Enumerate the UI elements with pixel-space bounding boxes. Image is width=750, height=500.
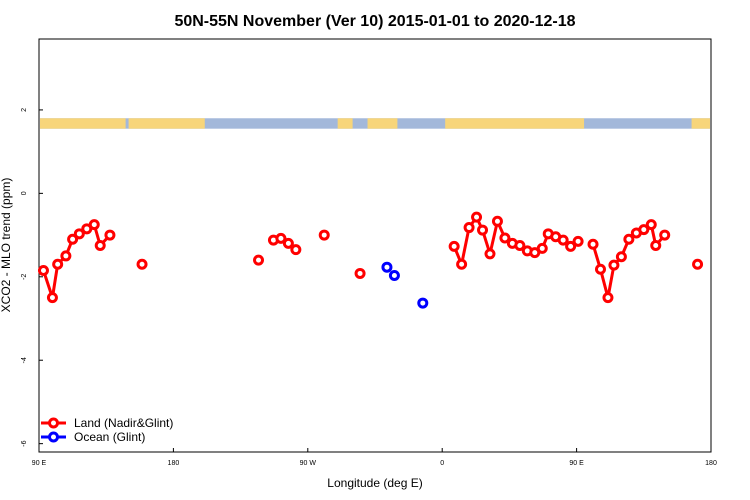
data-point: [52, 258, 64, 270]
series-ocean: [381, 261, 429, 309]
legend-land-label: Land (Nadir&Glint): [74, 416, 173, 430]
x-axis: 90 E 180 90 W 0 90 E 180: [32, 448, 717, 467]
data-point: [536, 242, 548, 254]
legend-ocean-marker: [48, 431, 59, 443]
series-land: [37, 211, 704, 304]
x-tick-label: 180: [705, 460, 717, 467]
data-point: [253, 254, 265, 266]
land-mask-band: [40, 118, 710, 129]
data-point: [638, 224, 650, 236]
plot-frame: [38, 38, 712, 453]
land-band-segment: [40, 118, 126, 129]
data-point: [94, 240, 106, 251]
data-point: [275, 232, 287, 244]
x-tick-label: 180: [168, 460, 180, 467]
legend: Land (Nadir&Glint) Ocean (Glint): [41, 416, 173, 444]
data-point: [514, 240, 526, 251]
data-point: [484, 248, 496, 260]
data-point: [73, 228, 85, 240]
data-point: [104, 229, 116, 241]
data-point: [381, 261, 393, 273]
land-band-segment: [445, 118, 585, 129]
y-tick-label: -6: [21, 440, 28, 446]
land-band-segment: [337, 118, 353, 129]
legend-land-marker: [48, 417, 59, 429]
x-tick-label: 90 E: [569, 460, 584, 467]
data-point: [659, 229, 671, 241]
data-point: [471, 211, 483, 223]
x-tick-label: 90 W: [300, 460, 317, 467]
data-point: [354, 267, 366, 279]
x-tick-label: 0: [440, 460, 444, 467]
data-point: [587, 238, 599, 250]
x-tick-label: 90 E: [32, 460, 47, 467]
land-band-segment: [367, 118, 398, 129]
data-point: [602, 292, 614, 304]
x-axis-label: Longitude (deg E): [327, 476, 422, 490]
data-point: [46, 292, 58, 304]
data-point: [388, 270, 400, 282]
data-point: [477, 224, 489, 236]
y-axis: 2 0 -2 -4 -6: [21, 108, 43, 447]
data-point: [594, 263, 606, 275]
series-layer: [37, 211, 704, 309]
y-tick-label: 2: [21, 108, 28, 112]
y-axis-label: XCO2 - MLO trend (ppm): [0, 178, 13, 313]
data-point: [499, 232, 511, 244]
data-point: [650, 240, 662, 251]
data-point: [37, 265, 49, 277]
data-point: [491, 215, 503, 227]
land-band-segment: [128, 118, 205, 129]
legend-ocean-label: Ocean (Glint): [74, 430, 145, 444]
data-point: [456, 258, 468, 270]
data-point: [60, 250, 72, 262]
data-point: [417, 297, 429, 309]
data-point: [67, 233, 79, 245]
data-point: [608, 259, 620, 271]
data-point: [565, 240, 577, 252]
data-point: [623, 233, 635, 245]
data-point: [88, 219, 100, 231]
data-point: [290, 244, 302, 256]
y-tick-label: -4: [21, 357, 28, 363]
y-tick-label: 0: [21, 191, 28, 195]
y-tick-label: -2: [21, 274, 28, 280]
data-point: [645, 219, 657, 231]
land-band-segment: [691, 118, 710, 129]
data-point: [572, 235, 584, 247]
data-point: [136, 258, 148, 270]
data-point: [318, 229, 330, 241]
data-point: [615, 251, 627, 263]
data-point: [448, 240, 460, 252]
data-point: [282, 237, 294, 249]
chart-title: 50N-55N November (Ver 10) 2015-01-01 to …: [174, 13, 575, 30]
data-point: [557, 234, 569, 246]
data-point: [692, 258, 704, 270]
data-point: [463, 222, 475, 234]
